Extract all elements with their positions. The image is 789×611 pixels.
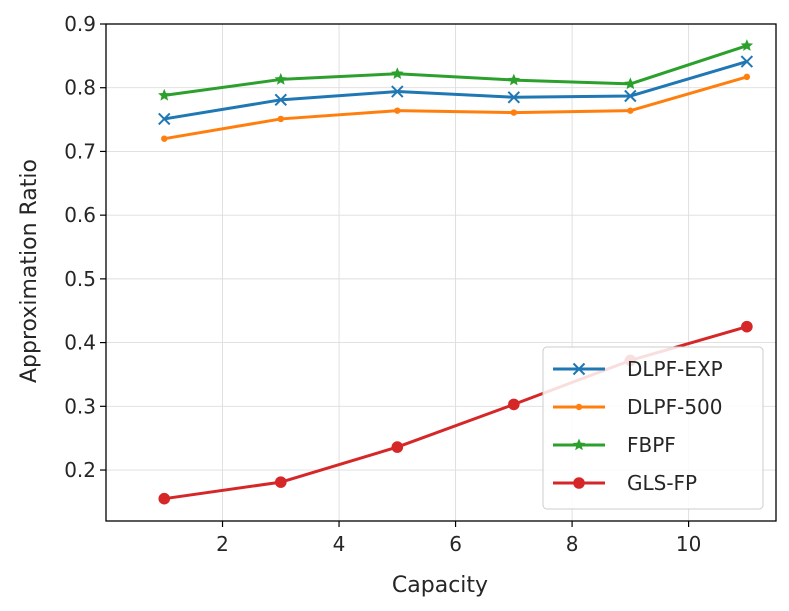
data-point-dlpf-exp	[507, 91, 521, 104]
data-point-fbpf	[391, 67, 404, 79]
data-point-fbpf	[274, 72, 287, 85]
data-point-gls-fp	[274, 476, 287, 488]
data-point-fbpf	[507, 73, 521, 86]
series-line-fbpf	[162, 44, 749, 97]
data-point-dlpf-exp	[624, 89, 637, 103]
tick-layer: 2 4 6 8 10 0.2 0.3 0.4 0.5 0.6 0.7 0.8 0.9	[64, 12, 701, 556]
legend-label-dlpf-exp: DLPF-EXP	[627, 357, 723, 381]
data-point-dlpf-500	[277, 115, 284, 123]
x-axis-title: Capacity	[392, 573, 488, 598]
x-tick-label: 10	[676, 532, 701, 556]
legend-label-dlpf-500: DLPF-500	[627, 395, 723, 419]
data-point-dlpf-500	[743, 73, 751, 81]
legend-marker-dlpf-500	[575, 403, 583, 411]
data-point-dlpf-exp	[158, 112, 171, 126]
data-point-dlpf-exp	[391, 85, 404, 98]
y-tick-label: 0.3	[64, 394, 96, 418]
x-tick-label: 8	[566, 532, 579, 556]
data-point-dlpf-exp	[740, 55, 754, 68]
data-point-gls-fp	[158, 492, 171, 505]
y-tick-label: 0.8	[64, 76, 96, 100]
legend-box	[542, 346, 764, 510]
data-point-dlpf-exp-stroke	[274, 93, 287, 107]
data-point-gls-fp	[741, 320, 753, 333]
series-dlpf-500	[161, 73, 751, 142]
legend-label-fbpf: FBPF	[627, 433, 676, 457]
legend-label-gls-fp: GLS-FP	[627, 471, 697, 495]
y-tick-label: 0.5	[64, 267, 96, 291]
plot-frame	[105, 23, 777, 522]
legend-marker-dlpf-exp	[572, 362, 586, 376]
y-axis-title: Approximation Ratio	[17, 159, 42, 383]
data-point-gls-fp	[391, 441, 404, 453]
series-line-dlpf-exp	[162, 60, 749, 121]
y-tick-label: 0.6	[64, 203, 96, 227]
y-tick-label: 0.2	[64, 458, 96, 482]
data-point-dlpf-exp	[274, 93, 287, 107]
series-fbpf	[158, 39, 754, 101]
data-point-dlpf-500	[394, 107, 401, 114]
y-tick-label: 0.7	[64, 139, 96, 163]
data-point-dlpf-500	[161, 135, 168, 142]
legend-entry-dlpf-500: DLPF-500	[553, 395, 723, 419]
data-point-fbpf	[624, 77, 637, 90]
data-point-dlpf-exp-stroke	[740, 55, 754, 68]
legend-entry-dlpf-exp: DLPF-EXP	[553, 357, 723, 381]
y-tick-label: 0.9	[64, 12, 96, 36]
legend-entry-gls-fp: GLS-FP	[553, 471, 697, 495]
x-tick-label: 4	[333, 532, 346, 556]
data-point-fbpf	[740, 39, 754, 51]
data-point-dlpf-exp-stroke	[158, 112, 171, 126]
data-point-dlpf-500	[510, 109, 518, 116]
data-point-dlpf-exp-stroke	[391, 85, 404, 98]
x-tick-label: 2	[216, 532, 229, 556]
legend: DLPF-EXP DLPF-500 FBPF GLS-FP	[542, 346, 764, 510]
data-point-dlpf-exp-stroke	[507, 91, 521, 104]
series-dlpf-exp	[158, 55, 754, 126]
legend-entry-fbpf: FBPF	[553, 433, 676, 457]
data-point-gls-fp	[508, 398, 520, 411]
data-point-dlpf-500	[627, 107, 634, 114]
x-tick-label: 6	[449, 532, 462, 556]
legend-marker-dlpf-exp-stroke	[572, 362, 586, 376]
data-point-dlpf-exp-stroke	[624, 89, 637, 103]
legend-marker-fbpf	[572, 438, 586, 451]
y-tick-label: 0.4	[64, 331, 96, 355]
series-line-dlpf-500	[162, 75, 749, 141]
data-point-fbpf	[158, 88, 171, 101]
legend-marker-gls-fp	[573, 477, 585, 489]
